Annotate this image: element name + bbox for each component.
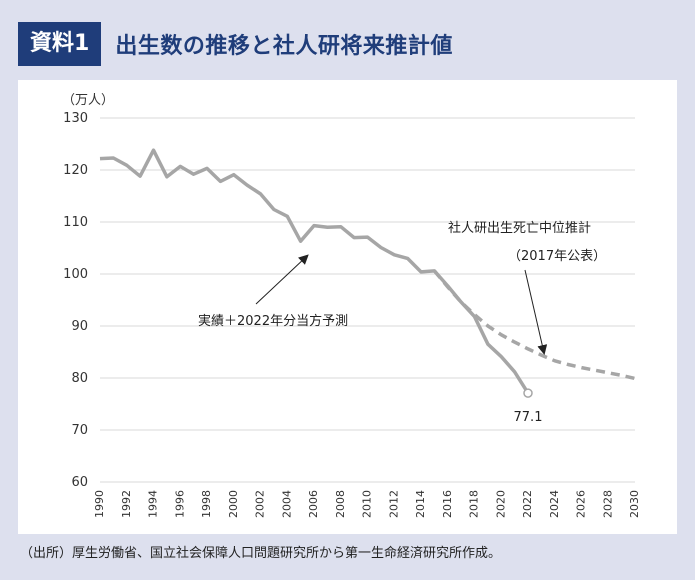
x-tick-label: 2012 xyxy=(387,490,400,518)
y-tick-label: 60 xyxy=(71,475,88,490)
y-tick-label: 130 xyxy=(63,111,88,126)
chart-title: 出生数の推移と社人研将来推計値 xyxy=(115,34,453,59)
x-tick-label: 2016 xyxy=(441,490,454,518)
x-tick-label: 1998 xyxy=(200,490,213,518)
y-tick-label: 80 xyxy=(71,371,88,386)
y-tick-label: 100 xyxy=(63,267,88,282)
x-tick-label: 1994 xyxy=(147,490,160,518)
projection-series-annotation: 社人研出生死亡中位推計 xyxy=(448,220,591,236)
x-tick-label: 2006 xyxy=(307,490,320,518)
y-tick-label: 110 xyxy=(63,215,88,230)
source-note: （出所）厚生労働省、国立社会保障人口問題研究所から第一生命経済研究所作成。 xyxy=(20,546,502,561)
x-tick-label: 2020 xyxy=(494,490,507,518)
header: 資料1 出生数の推移と社人研将来推計値 xyxy=(18,22,453,66)
x-tick-label: 2010 xyxy=(361,490,374,518)
actual-annotation-arrow xyxy=(255,254,309,305)
end-point-marker xyxy=(523,388,533,398)
x-tick-label: 2024 xyxy=(548,490,561,518)
x-tick-label: 2002 xyxy=(254,490,267,518)
actual-series-line xyxy=(99,148,530,395)
chart-panel: 60 70 80 90 100 110 120 130 1990 1992 1994 1996 199… xyxy=(18,80,677,534)
figure-badge: 資料1 xyxy=(18,22,102,66)
x-tick-label: 1992 xyxy=(120,490,133,518)
x-tick-label: 2004 xyxy=(280,490,293,518)
y-tick-label: 120 xyxy=(63,163,88,178)
x-tick-label: 2022 xyxy=(521,490,534,518)
y-tick-label: 70 xyxy=(71,423,88,438)
x-tick-label: 1990 xyxy=(93,490,106,518)
x-tick-label: 2026 xyxy=(575,490,588,518)
actual-series-annotation: 実績＋2022年分当方予測 xyxy=(198,313,348,329)
y-tick-label: 90 xyxy=(71,319,88,334)
x-tick-label: 2030 xyxy=(628,490,641,518)
projection-annotation-arrow xyxy=(524,269,548,355)
x-tick-label: 1996 xyxy=(173,490,186,518)
end-value-label: 77.1 xyxy=(514,410,543,425)
x-tick-label: 2028 xyxy=(601,490,614,518)
projection-series-annotation-year: （2017年公表） xyxy=(508,249,606,264)
y-axis-label: （万人） xyxy=(62,93,114,108)
x-tick-label: 2014 xyxy=(414,490,427,518)
x-tick-label: 2000 xyxy=(227,490,240,518)
x-tick-label: 2008 xyxy=(334,490,347,518)
line-chart: 60 70 80 90 100 110 120 130 1990 1992 1994 1996 199… xyxy=(62,93,641,518)
projection-series-line xyxy=(433,269,636,381)
x-tick-label: 2018 xyxy=(468,490,481,518)
